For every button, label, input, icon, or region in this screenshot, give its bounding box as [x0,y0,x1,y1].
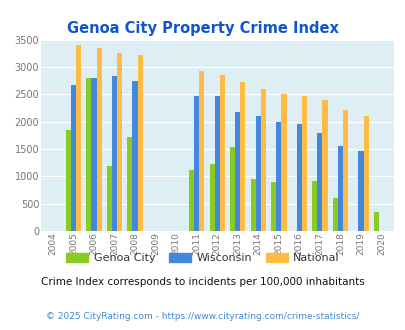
Bar [260,89,265,231]
Bar [281,94,286,231]
Bar [255,116,260,231]
Bar [373,212,378,231]
Bar [117,53,122,231]
Bar [358,150,362,231]
Bar [127,137,132,231]
Legend: Genoa City, Wisconsin, National: Genoa City, Wisconsin, National [62,248,343,268]
Bar [296,124,301,231]
Bar [337,146,342,231]
Bar [112,76,117,231]
Text: © 2025 CityRating.com - https://www.cityrating.com/crime-statistics/: © 2025 CityRating.com - https://www.city… [46,312,359,321]
Bar [250,179,255,231]
Bar [301,96,306,231]
Bar [209,164,214,231]
Bar [230,147,234,231]
Bar [234,112,240,231]
Bar [137,55,143,231]
Bar [332,198,337,231]
Bar [322,100,327,231]
Bar [91,78,96,231]
Bar [76,45,81,231]
Bar [66,130,71,231]
Bar [271,182,275,231]
Bar [240,82,245,231]
Bar [219,75,224,231]
Text: Crime Index corresponds to incidents per 100,000 inhabitants: Crime Index corresponds to incidents per… [41,277,364,287]
Bar [311,181,317,231]
Bar [214,96,219,231]
Bar [188,170,194,231]
Bar [96,49,101,231]
Bar [107,166,112,231]
Bar [199,71,204,231]
Bar [342,110,347,231]
Bar [71,85,76,231]
Bar [317,133,322,231]
Bar [275,122,281,231]
Bar [132,81,137,231]
Text: Genoa City Property Crime Index: Genoa City Property Crime Index [67,20,338,36]
Bar [194,96,199,231]
Bar [362,115,368,231]
Bar [86,78,91,231]
